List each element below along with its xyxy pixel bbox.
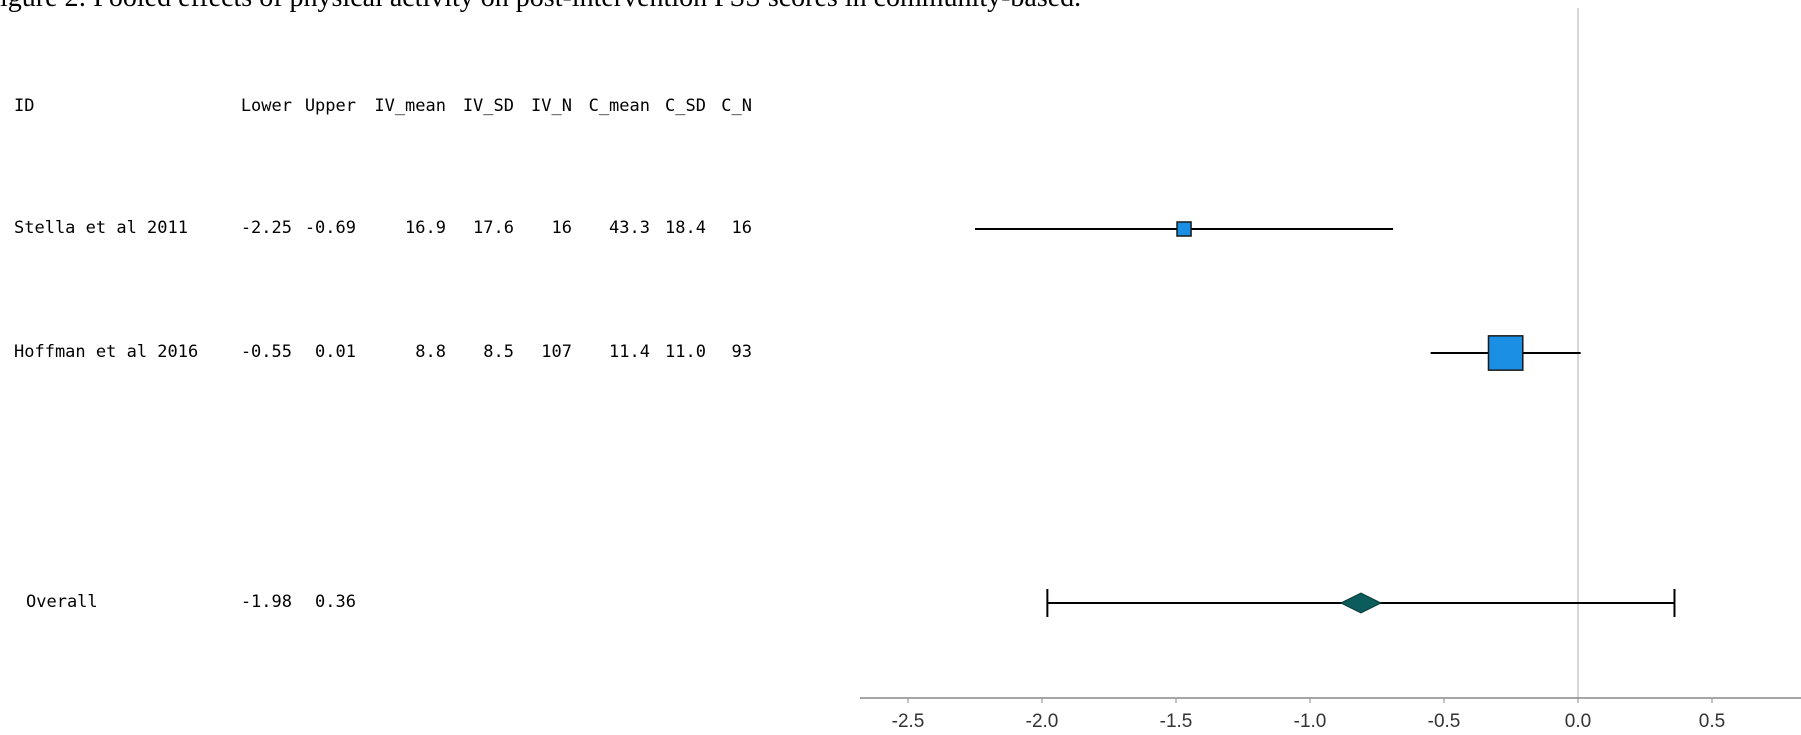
row-1-c-sd: 18.4 — [665, 218, 706, 238]
figure-title: igure 2: Pooled effects of physical acti… — [0, 0, 1760, 14]
row-2-iv-sd: 8.5 — [483, 342, 514, 362]
effect-marker-study-1 — [1176, 221, 1192, 237]
header-iv-sd: IV_SD — [462, 96, 514, 116]
overall-label: Overall — [26, 592, 98, 612]
row-1-c-n: 16 — [731, 218, 752, 238]
row-1-iv-n: 16 — [551, 218, 572, 238]
row-2-c-sd: 11.0 — [665, 342, 706, 362]
row-2-c-n: 93 — [731, 342, 752, 362]
effect-marker-study-2 — [1487, 335, 1524, 371]
row-2-iv-mean: 8.8 — [415, 342, 446, 362]
x-tick-label-5: -0.5 — [1428, 711, 1461, 732]
x-tick-label-6: 0.0 — [1565, 711, 1591, 732]
x-tick-label-1: -2.5 — [892, 711, 925, 732]
header-c-mean: C_mean — [588, 96, 650, 116]
header-id: ID — [14, 96, 35, 116]
header-lower: Lower — [240, 96, 292, 116]
row-1-iv-mean: 16.9 — [405, 218, 446, 238]
row-1-lower: -2.25 — [240, 218, 292, 238]
overall-upper: 0.36 — [315, 592, 356, 612]
x-tick-label-3: -1.5 — [1160, 711, 1193, 732]
x-tick-label-4: -1.0 — [1294, 711, 1327, 732]
x-tick-label-7: 0.5 — [1699, 711, 1725, 732]
header-c-n: C_N — [721, 96, 752, 116]
header-upper: Upper — [304, 96, 356, 116]
row-1-upper: -0.69 — [304, 218, 356, 238]
row-2-c-mean: 11.4 — [609, 342, 650, 362]
header-iv-mean: IV_mean — [374, 96, 446, 116]
row-2-id: Hoffman et al 2016 — [14, 342, 199, 362]
overall-lower: -1.98 — [240, 592, 292, 612]
row-2-iv-n: 107 — [541, 342, 572, 362]
row-2-lower: -0.55 — [240, 342, 292, 362]
header-iv-n: IV_N — [531, 96, 572, 116]
row-2-upper: 0.01 — [315, 342, 356, 362]
x-tick-label-2: -2.0 — [1026, 711, 1059, 732]
header-c-sd: C_SD — [665, 96, 706, 116]
row-1-c-mean: 43.3 — [609, 218, 650, 238]
row-1-id: Stella et al 2011 — [14, 218, 188, 238]
overall-diamond — [1339, 592, 1383, 614]
row-1-iv-sd: 17.6 — [473, 218, 514, 238]
